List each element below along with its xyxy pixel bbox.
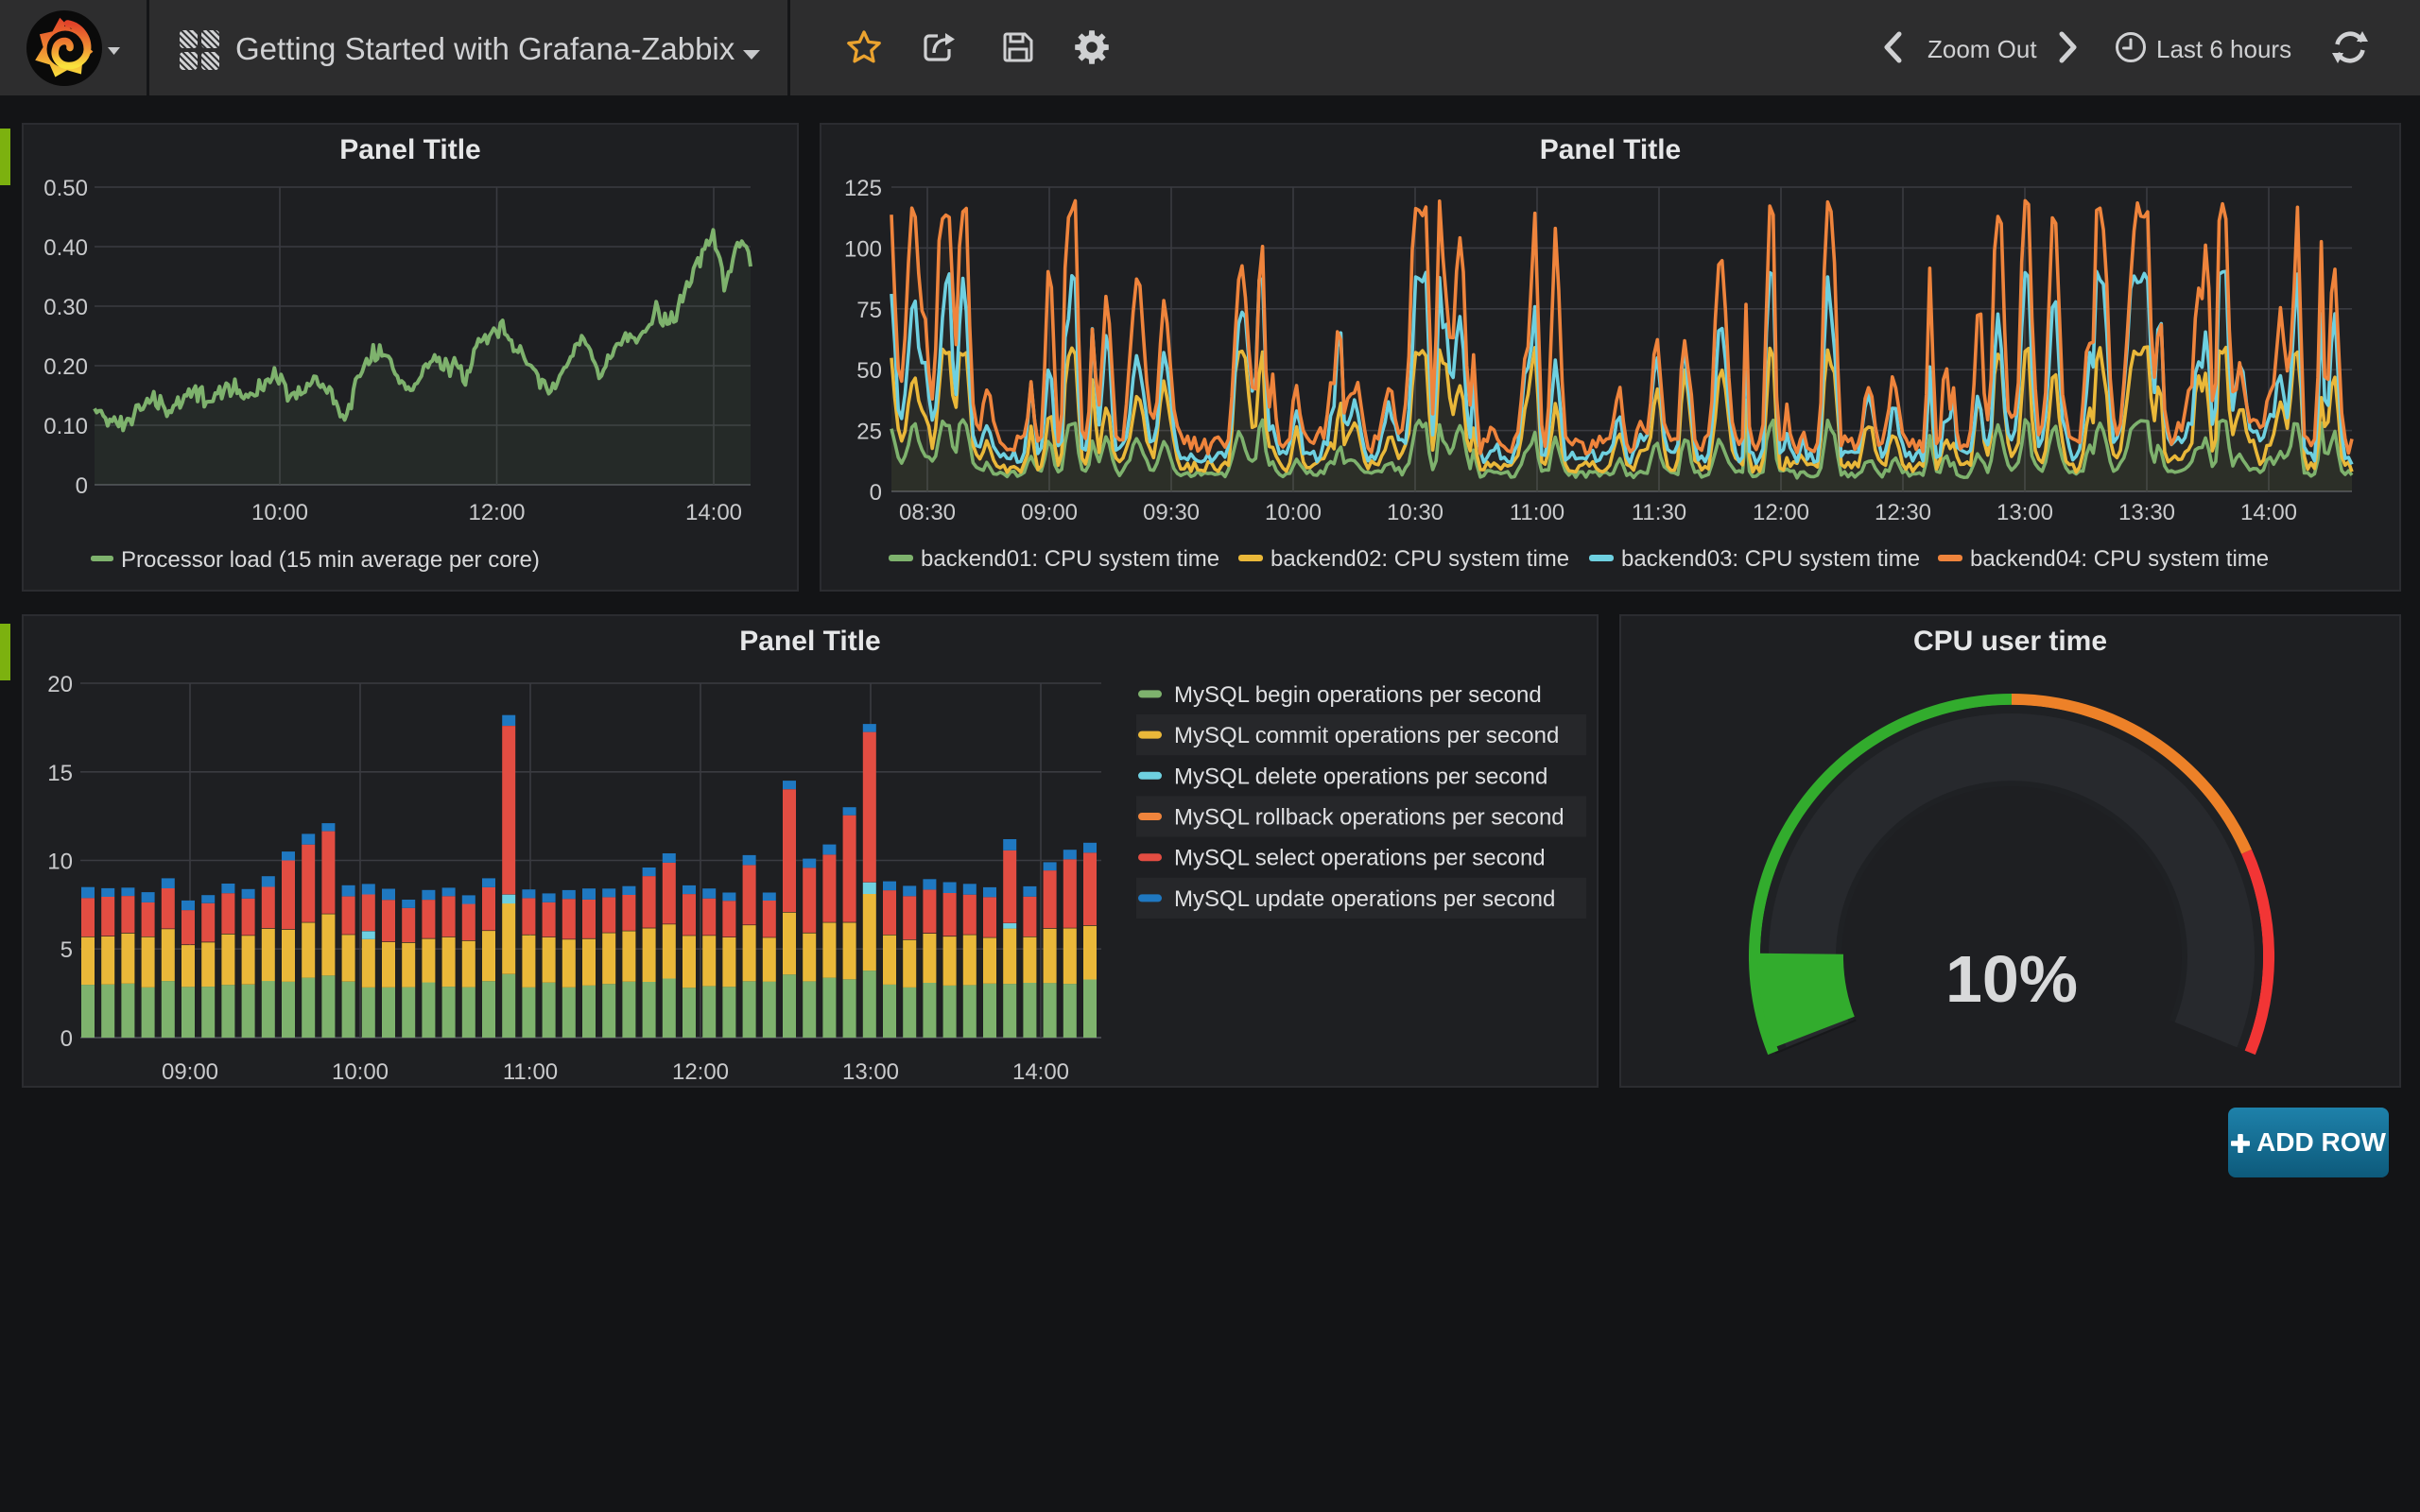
- svg-text:MySQL commit operations per se: MySQL commit operations per second: [1174, 723, 1559, 748]
- svg-text:11:30: 11:30: [1632, 500, 1686, 525]
- svg-text:12:30: 12:30: [1875, 500, 1931, 525]
- svg-text:10:30: 10:30: [1387, 500, 1443, 525]
- svg-text:10: 10: [47, 850, 73, 875]
- svg-text:backend04: CPU system time: backend04: CPU system time: [1970, 546, 2269, 572]
- svg-text:20: 20: [47, 672, 73, 697]
- svg-text:11:00: 11:00: [1510, 500, 1564, 525]
- svg-text:09:00: 09:00: [162, 1059, 218, 1085]
- svg-text:0.20: 0.20: [43, 354, 88, 380]
- svg-text:14:00: 14:00: [685, 500, 742, 525]
- svg-text:75: 75: [856, 298, 882, 323]
- svg-text:MySQL begin operations per sec: MySQL begin operations per second: [1174, 682, 1542, 708]
- svg-text:MySQL delete operations per se: MySQL delete operations per second: [1174, 764, 1547, 789]
- svg-text:12:00: 12:00: [1753, 500, 1809, 525]
- svg-text:13:00: 13:00: [1996, 500, 2053, 525]
- svg-text:MySQL select operations per se: MySQL select operations per second: [1174, 846, 1546, 871]
- svg-text:backend03: CPU system time: backend03: CPU system time: [1621, 546, 1920, 572]
- svg-text:5: 5: [60, 937, 73, 963]
- svg-text:100: 100: [844, 236, 882, 262]
- svg-text:10:00: 10:00: [251, 500, 308, 525]
- svg-text:13:30: 13:30: [2118, 500, 2175, 525]
- svg-text:0.30: 0.30: [43, 295, 88, 320]
- svg-text:09:00: 09:00: [1021, 500, 1078, 525]
- svg-text:0: 0: [60, 1026, 73, 1052]
- svg-text:0.40: 0.40: [43, 235, 88, 261]
- svg-text:12:00: 12:00: [672, 1059, 729, 1085]
- svg-text:10%: 10%: [1945, 942, 2078, 1016]
- svg-text:11:00: 11:00: [503, 1059, 558, 1085]
- svg-text:backend01: CPU system time: backend01: CPU system time: [921, 546, 1219, 572]
- svg-text:0: 0: [870, 480, 882, 506]
- svg-text:10:00: 10:00: [332, 1059, 389, 1085]
- svg-text:backend02: CPU system time: backend02: CPU system time: [1270, 546, 1569, 572]
- svg-text:15: 15: [47, 761, 73, 786]
- svg-text:09:30: 09:30: [1143, 500, 1200, 525]
- svg-text:12:00: 12:00: [468, 500, 525, 525]
- svg-text:0.50: 0.50: [43, 176, 88, 201]
- svg-text:MySQL update operations per se: MySQL update operations per second: [1174, 886, 1555, 912]
- svg-text:25: 25: [856, 420, 882, 445]
- svg-text:14:00: 14:00: [2240, 500, 2297, 525]
- svg-text:50: 50: [856, 358, 882, 384]
- svg-text:08:30: 08:30: [899, 500, 956, 525]
- svg-text:14:00: 14:00: [1012, 1059, 1069, 1085]
- svg-text:MySQL rollback operations per: MySQL rollback operations per second: [1174, 805, 1564, 831]
- svg-text:Processor load (15 min average: Processor load (15 min average per core): [121, 547, 540, 573]
- svg-text:13:00: 13:00: [842, 1059, 899, 1085]
- svg-text:0.10: 0.10: [43, 414, 88, 439]
- svg-text:0: 0: [76, 473, 88, 499]
- svg-text:125: 125: [844, 176, 882, 201]
- svg-text:10:00: 10:00: [1265, 500, 1322, 525]
